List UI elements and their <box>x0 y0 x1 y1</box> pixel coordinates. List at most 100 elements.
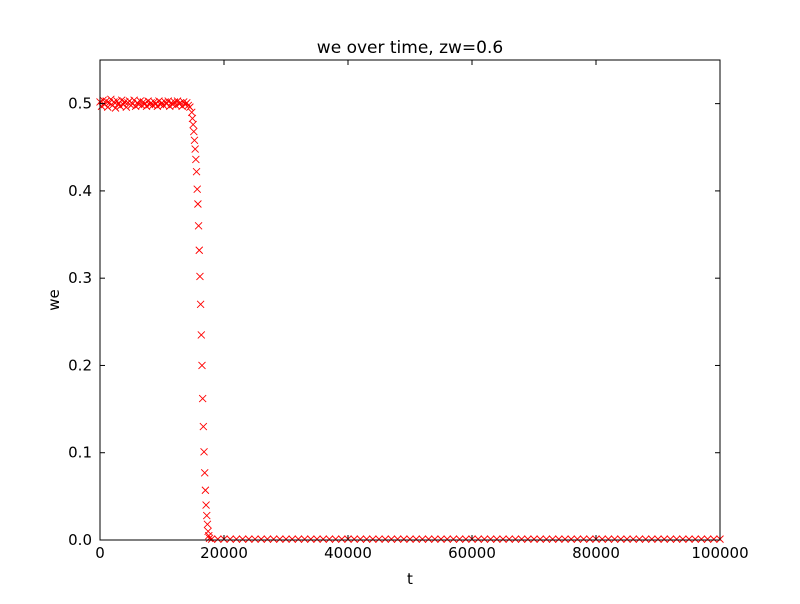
data-point-marker <box>418 535 427 543</box>
data-point-marker <box>697 535 706 543</box>
y-tick-label: 0.4 <box>68 182 92 200</box>
data-point-marker <box>99 96 107 104</box>
data-point-marker <box>213 535 222 543</box>
data-point-marker <box>122 103 131 111</box>
data-point-marker <box>368 535 377 543</box>
data-point-marker <box>205 534 214 543</box>
data-point-marker <box>517 535 526 543</box>
data-point-marker <box>654 535 662 543</box>
data-point-marker <box>604 535 613 543</box>
data-point-marker <box>492 535 501 543</box>
data-point-marker <box>202 501 210 509</box>
data-point-marker <box>300 535 309 543</box>
y-axis-label: we <box>45 289 63 311</box>
data-point-marker <box>200 468 209 477</box>
data-point-marker <box>461 535 470 543</box>
data-point-marker <box>192 155 200 164</box>
data-point-marker <box>275 535 284 543</box>
data-point-marker <box>201 486 210 495</box>
data-point-marker <box>136 97 145 105</box>
data-point-marker <box>709 535 718 543</box>
data-point-marker <box>337 535 346 543</box>
data-point-marker <box>269 535 278 543</box>
data-point-marker <box>672 535 681 543</box>
data-point-marker <box>189 127 198 136</box>
data-point-marker <box>703 535 712 543</box>
data-point-marker <box>424 535 433 543</box>
x-tick-label: 100000 <box>691 544 748 562</box>
data-point-marker <box>282 535 290 543</box>
data-point-marker <box>623 535 631 543</box>
data-point-marker <box>194 200 202 208</box>
data-point-marker <box>120 98 129 106</box>
data-point-marker <box>375 535 383 543</box>
data-point-marker <box>319 535 328 543</box>
data-point-marker <box>196 272 204 281</box>
data-point-marker <box>548 535 557 543</box>
data-point-marker <box>263 535 272 543</box>
data-point-marker <box>610 535 619 543</box>
data-point-marker <box>196 300 205 309</box>
data-point-marker <box>629 535 638 543</box>
data-point-marker <box>193 185 202 193</box>
data-point-marker <box>325 535 334 543</box>
data-point-marker <box>111 104 120 112</box>
data-point-marker <box>530 535 538 543</box>
data-point-marker <box>251 535 259 543</box>
data-point-marker <box>232 535 241 543</box>
data-point-marker <box>110 98 118 106</box>
data-point-marker <box>480 535 489 543</box>
data-point-marker <box>430 535 439 543</box>
data-point-marker <box>362 535 371 543</box>
x-tick-label: 60000 <box>448 544 496 562</box>
data-point-marker <box>641 535 650 543</box>
data-point-marker <box>103 103 112 111</box>
data-point-marker <box>226 535 235 543</box>
data-point-marker <box>685 535 693 543</box>
data-point-marker <box>523 535 532 543</box>
data-point-marker <box>198 361 206 370</box>
x-axis-label: t <box>407 570 413 588</box>
data-point-marker <box>238 535 247 543</box>
data-point-marker <box>194 221 203 230</box>
data-point-marker <box>499 535 507 543</box>
data-point-marker <box>202 511 211 520</box>
data-point-marker <box>198 394 207 403</box>
data-point-marker <box>356 535 365 543</box>
data-point-marker <box>406 535 414 543</box>
x-tick-label: 80000 <box>572 544 620 562</box>
data-point-marker <box>579 535 588 543</box>
data-point-marker <box>412 535 421 543</box>
data-point-marker <box>207 535 216 543</box>
data-point-marker <box>257 535 266 543</box>
x-tick-label: 40000 <box>324 544 372 562</box>
data-point-marker <box>678 535 687 543</box>
axis-ticks: 0 20000 40000 60000 80000 100000 0.0 0.1 0.2 0.3 0… <box>68 60 749 562</box>
data-point-marker <box>666 535 675 543</box>
data-point-marker <box>192 167 201 176</box>
data-point-marker <box>474 535 483 543</box>
y-tick-label: 0.0 <box>68 531 92 549</box>
data-point-marker <box>554 535 563 543</box>
data-point-marker <box>306 535 315 543</box>
data-point-marker <box>647 535 656 543</box>
data-point-marker <box>443 535 452 543</box>
data-point-marker <box>542 535 551 543</box>
data-point-marker <box>598 535 607 543</box>
data-point-marker <box>660 535 669 543</box>
chart-title: we over time, zw=0.6 <box>317 38 503 58</box>
y-tick-label: 0.1 <box>68 444 92 462</box>
data-point-marker <box>294 535 303 543</box>
y-tick-label: 0.3 <box>68 269 92 287</box>
data-point-marker <box>449 535 458 543</box>
data-point-marker <box>486 535 495 543</box>
data-point-marker <box>616 535 625 543</box>
data-point-marker <box>188 114 197 123</box>
x-tick-label: 0 <box>95 544 105 562</box>
data-point-marker <box>191 145 199 153</box>
data-point-marker <box>585 535 594 543</box>
data-point-marker <box>691 535 700 543</box>
x-tick-label: 20000 <box>200 544 248 562</box>
